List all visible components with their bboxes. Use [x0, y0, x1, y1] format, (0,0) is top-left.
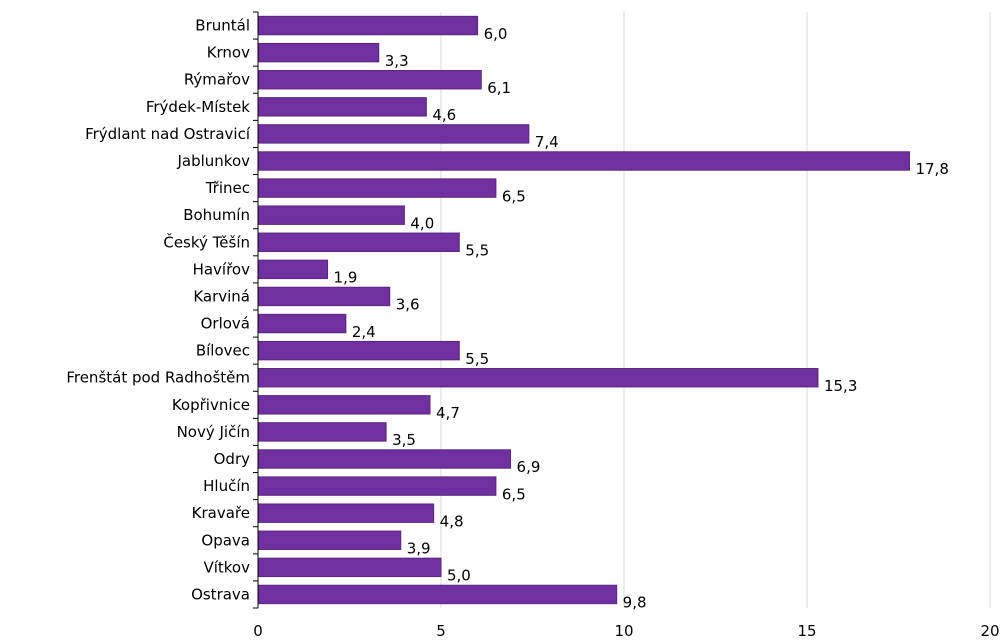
bar-10 — [257, 286, 391, 307]
data-label-21: 9,8 — [623, 594, 647, 612]
labels: 6,0 Bruntál 3,3 Krnov 6,1 Rýmařov 4,6 Frýdek-Mí… — [66, 17, 999, 640]
gridlines — [440, 12, 991, 608]
data-label-16: 6,9 — [517, 458, 541, 476]
category-label-8: Český Těšín — [163, 232, 250, 251]
data-label-4: 7,4 — [535, 133, 559, 151]
category-label-13: Frenštát pod Radhoštěm — [66, 369, 250, 387]
bar-13 — [257, 368, 819, 388]
category-label-18: Kravaře — [192, 504, 250, 522]
category-label-5: Jablunkov — [176, 152, 250, 170]
bar-1 — [257, 42, 380, 63]
x-tick-label-0: 0 — [253, 622, 263, 640]
data-label-7: 4,0 — [410, 214, 434, 232]
category-label-21: Ostrava — [191, 585, 250, 603]
bar-18 — [257, 503, 435, 523]
category-label-1: Krnov — [207, 44, 250, 62]
bar-5 — [257, 151, 910, 171]
bar-11 — [257, 313, 347, 334]
data-label-8: 5,5 — [465, 241, 489, 259]
category-label-19: Opava — [201, 531, 250, 549]
data-label-9: 1,9 — [334, 269, 358, 287]
data-label-1: 3,3 — [385, 52, 409, 70]
category-label-4: Frýdlant nad Ostravicí — [85, 125, 251, 143]
category-label-20: Vítkov — [203, 558, 250, 576]
data-label-15: 3,5 — [392, 431, 416, 449]
data-label-17: 6,5 — [502, 485, 526, 503]
data-label-12: 5,5 — [465, 350, 489, 368]
data-label-13: 15,3 — [824, 377, 857, 395]
bar-14 — [257, 395, 431, 415]
bar-17 — [257, 476, 497, 496]
bar-21 — [257, 584, 618, 605]
bar-2 — [257, 70, 482, 90]
category-label-2: Rýmařov — [184, 71, 250, 89]
category-label-14: Kopřivnice — [172, 396, 250, 414]
bar-3 — [257, 97, 427, 117]
bar-19 — [257, 530, 402, 550]
bar-7 — [257, 205, 405, 225]
data-label-2: 6,1 — [487, 79, 511, 97]
data-label-5: 17,8 — [915, 160, 948, 178]
category-label-9: Havířov — [193, 260, 251, 278]
bar-4 — [257, 124, 530, 144]
bar-20 — [257, 557, 442, 578]
bar-16 — [257, 449, 512, 469]
x-tick-label-10: 10 — [614, 622, 633, 640]
data-label-20: 5,0 — [447, 567, 471, 585]
bar-6 — [257, 178, 497, 198]
data-label-10: 3,6 — [396, 296, 420, 314]
category-label-7: Bohumín — [183, 206, 250, 224]
category-label-12: Bílovec — [196, 342, 250, 360]
x-tick-label-5: 5 — [436, 622, 446, 640]
axes — [253, 11, 259, 609]
data-label-11: 2,4 — [352, 323, 376, 341]
category-label-0: Bruntál — [195, 17, 250, 35]
category-label-3: Frýdek-Místek — [146, 98, 250, 116]
data-label-6: 6,5 — [502, 187, 526, 205]
data-label-14: 4,7 — [436, 404, 460, 422]
bar-12 — [257, 340, 460, 361]
bar-8 — [257, 232, 460, 252]
category-label-10: Karviná — [193, 287, 250, 305]
category-label-17: Hlučín — [203, 477, 250, 495]
bar-9 — [257, 259, 329, 280]
category-label-15: Nový Jičín — [177, 423, 250, 441]
bars — [257, 15, 910, 605]
bar-0 — [257, 15, 479, 36]
category-label-11: Orlová — [201, 315, 250, 333]
category-label-16: Odry — [214, 450, 250, 468]
x-tick-label-20: 20 — [980, 622, 999, 640]
data-label-0: 6,0 — [484, 25, 508, 43]
category-label-6: Třinec — [205, 179, 250, 197]
data-label-18: 4,8 — [440, 512, 464, 530]
data-label-3: 4,6 — [432, 106, 456, 124]
data-label-19: 3,9 — [407, 539, 431, 557]
bar-15 — [257, 422, 387, 442]
x-tick-label-15: 15 — [797, 622, 816, 640]
